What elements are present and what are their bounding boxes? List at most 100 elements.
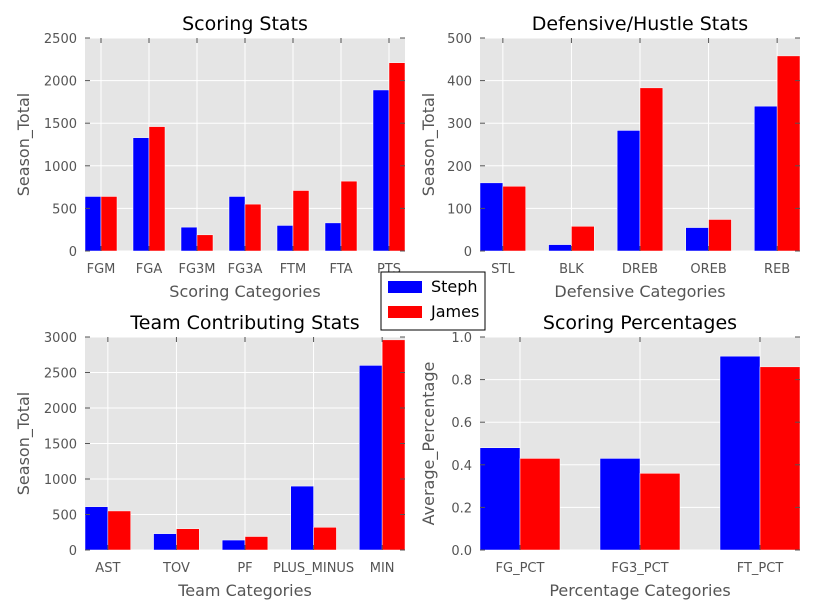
- x-tick-label: FGA: [136, 262, 163, 277]
- y-tick-label: 0: [69, 245, 77, 260]
- chart-panel-2: 0 100 200 300 400 500 STL BLK DREB OREB REB Defensi…: [419, 13, 801, 301]
- y-axis-label: Season_Total: [14, 392, 34, 495]
- bar-james-ast: [107, 510, 131, 551]
- y-tick-label: 300: [447, 117, 472, 132]
- x-tick-label: STL: [491, 262, 515, 277]
- x-axis-label: Team Categories: [177, 581, 312, 600]
- y-axis-label: Season_Total: [419, 93, 439, 196]
- x-tick-label: REB: [764, 262, 790, 277]
- bar-steph-min: [359, 365, 383, 551]
- y-tick-label: 0.0: [451, 544, 472, 559]
- x-tick-label: PLUS_MINUS: [273, 561, 354, 576]
- bar-steph-fg_pct: [479, 447, 521, 551]
- y-tick-label: 1.0: [451, 331, 472, 346]
- bar-james-fgm: [100, 196, 118, 252]
- bar-james-stl: [502, 185, 526, 252]
- chart-title: Scoring Stats: [182, 13, 308, 35]
- bar-james-blk: [571, 226, 595, 252]
- x-axis-label: Percentage Categories: [549, 581, 730, 600]
- x-tick-label: FGM: [87, 262, 116, 277]
- legend-swatch-steph: [388, 281, 422, 293]
- bar-steph-fg3m: [180, 226, 198, 252]
- legend-label-james: James: [430, 302, 479, 321]
- bar-james-tov: [176, 528, 200, 551]
- chart-panel-3: 0 500 1000 1500 2000 2500 3000 AST TOV PF PLUS_MIN…: [14, 312, 406, 600]
- bar-steph-ft_pct: [719, 355, 761, 551]
- y-tick-label: 0.6: [451, 416, 472, 431]
- bar-steph-plus_minus: [290, 485, 314, 551]
- bar-james-pts: [388, 62, 406, 252]
- y-tick-label: 3000: [44, 331, 77, 346]
- y-tick-label: 100: [447, 202, 472, 217]
- y-tick-label: 400: [447, 75, 472, 90]
- bar-james-fg3_pct: [639, 473, 681, 551]
- y-tick-label: 500: [447, 32, 472, 47]
- bar-steph-pts: [372, 89, 390, 252]
- chart-title: Defensive/Hustle Stats: [532, 13, 748, 35]
- bar-steph-ftm: [276, 225, 294, 252]
- chart-title: Scoring Percentages: [543, 312, 737, 334]
- y-tick-label: 1000: [44, 473, 77, 488]
- x-tick-label: PF: [237, 561, 252, 576]
- x-tick-label: FG3M: [178, 262, 215, 277]
- y-tick-label: 0.4: [451, 459, 472, 474]
- x-tick-label: FG3_PCT: [611, 561, 668, 576]
- chart-panel-1: 0 500 1000 1500 2000 2500 FGM FGA FG3M FG3A FTM FTA…: [14, 13, 406, 301]
- x-tick-label: BLK: [559, 262, 584, 277]
- y-tick-label: 1500: [44, 438, 77, 453]
- bar-james-oreb: [708, 219, 732, 252]
- bar-steph-ast: [84, 506, 109, 551]
- bar-steph-oreb: [685, 227, 709, 252]
- y-tick-label: 2000: [44, 402, 77, 417]
- y-tick-label: 2500: [44, 32, 77, 47]
- bar-james-dreb: [639, 87, 664, 252]
- y-axis-label: Average_Percentage: [419, 362, 439, 526]
- x-axis-label: Defensive Categories: [554, 282, 725, 301]
- x-tick-label: FTM: [280, 262, 306, 277]
- x-tick-label: AST: [95, 561, 120, 576]
- x-tick-label: FG3A: [228, 262, 263, 277]
- bar-steph-fg3_pct: [599, 458, 641, 551]
- bar-james-fg3a: [244, 203, 262, 252]
- y-tick-label: 200: [447, 160, 472, 175]
- bar-steph-stl: [479, 182, 504, 252]
- x-tick-label: FG_PCT: [496, 561, 545, 576]
- x-tick-label: DREB: [622, 262, 658, 277]
- bar-james-plus_minus: [313, 527, 337, 551]
- x-tick-label: FT_PCT: [737, 561, 784, 576]
- y-axis-label: Season_Total: [14, 93, 34, 196]
- bar-james-fta: [340, 180, 358, 252]
- y-tick-label: 500: [52, 202, 77, 217]
- x-axis-label: Scoring Categories: [169, 282, 320, 301]
- x-tick-label: OREB: [690, 262, 726, 277]
- bar-james-ft_pct: [759, 366, 801, 551]
- chart-title: Team Contributing Stats: [129, 312, 359, 334]
- bar-steph-fg3a: [228, 196, 246, 252]
- y-tick-label: 0.2: [451, 501, 472, 516]
- bar-james-fg_pct: [519, 458, 561, 551]
- bar-steph-fga: [132, 137, 150, 252]
- bar-james-min: [381, 339, 406, 551]
- y-tick-label: 2500: [44, 367, 77, 382]
- legend: Steph James: [380, 271, 486, 331]
- y-tick-label: 0: [69, 544, 77, 559]
- legend-label-steph: Steph: [431, 277, 478, 296]
- bar-steph-blk: [548, 244, 572, 252]
- y-tick-label: 0: [464, 245, 472, 260]
- y-tick-label: 2000: [44, 75, 77, 90]
- bar-james-fg3m: [196, 234, 214, 252]
- bar-steph-pf: [221, 539, 246, 551]
- y-tick-label: 1500: [44, 117, 77, 132]
- bar-steph-fgm: [84, 196, 102, 252]
- y-tick-label: 500: [52, 509, 77, 524]
- bar-steph-tov: [153, 533, 177, 551]
- bar-steph-reb: [754, 105, 778, 252]
- bar-steph-fta: [324, 222, 342, 252]
- y-tick-label: 1000: [44, 160, 77, 175]
- bar-james-fga: [148, 126, 166, 252]
- bar-james-pf: [244, 536, 269, 551]
- bar-james-ftm: [292, 190, 310, 252]
- y-tick-label: 0.8: [451, 374, 472, 389]
- legend-swatch-james: [388, 306, 422, 318]
- x-tick-label: FTA: [329, 262, 352, 277]
